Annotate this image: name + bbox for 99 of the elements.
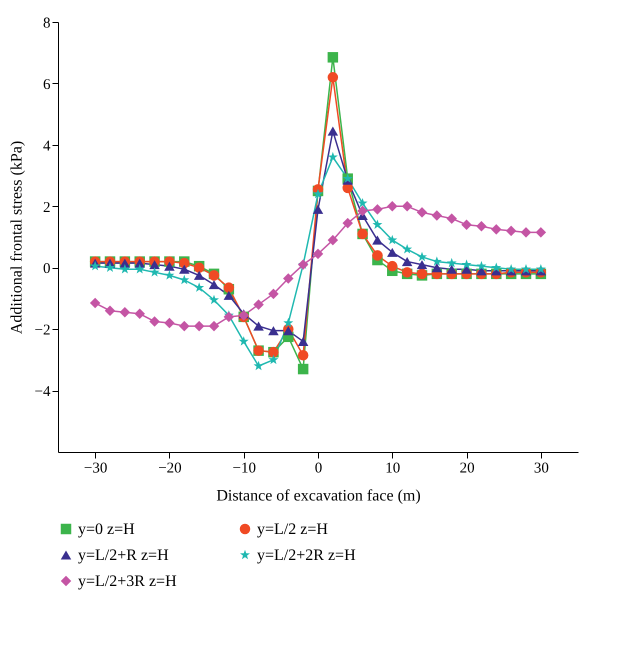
- point: [372, 204, 383, 215]
- point: [194, 270, 204, 280]
- point: [387, 201, 398, 212]
- point: [417, 252, 427, 262]
- y-tick-label: 2: [43, 200, 50, 216]
- point: [298, 336, 308, 346]
- x-tick-label: −10: [232, 460, 256, 476]
- point: [328, 72, 338, 83]
- point: [149, 316, 160, 327]
- y-tick-label: 4: [43, 138, 51, 154]
- point: [328, 152, 338, 162]
- x-tick-label: 10: [385, 460, 400, 476]
- point: [387, 248, 398, 257]
- x-tick-label: −30: [84, 460, 108, 476]
- point: [313, 188, 323, 198]
- point: [209, 294, 219, 304]
- x-axis-title: Distance of excavation face (m): [216, 488, 421, 504]
- point: [120, 307, 130, 318]
- point: [134, 308, 145, 320]
- point: [328, 126, 338, 136]
- point: [238, 336, 249, 346]
- legend-label: y=0 z=H: [78, 521, 136, 538]
- point: [268, 326, 279, 336]
- point: [164, 270, 174, 280]
- point: [342, 218, 353, 228]
- point: [104, 305, 116, 316]
- point: [402, 201, 412, 212]
- legend-label: y=L/2 z=H: [257, 521, 328, 538]
- point: [179, 320, 190, 332]
- point: [149, 260, 160, 270]
- point: [491, 224, 502, 235]
- point: [194, 282, 204, 292]
- point: [120, 264, 130, 274]
- point: [90, 298, 100, 308]
- point: [268, 354, 278, 364]
- point: [446, 213, 457, 224]
- point: [283, 318, 294, 328]
- point: [253, 299, 264, 310]
- point: [432, 210, 442, 221]
- point: [298, 364, 308, 374]
- legend-label: y=L/2+3R z=H: [78, 573, 178, 590]
- point: [446, 264, 457, 274]
- point: [476, 260, 486, 270]
- point: [402, 244, 412, 254]
- y-tick-label: 8: [43, 16, 50, 32]
- point: [283, 326, 294, 336]
- point: [179, 274, 190, 284]
- point: [491, 262, 502, 272]
- point: [328, 234, 338, 246]
- point: [357, 206, 368, 216]
- point: [372, 250, 383, 261]
- point: [372, 236, 383, 245]
- point: [372, 219, 382, 229]
- x-tick-label: −20: [158, 460, 182, 476]
- y-tick-label: −4: [34, 384, 51, 400]
- x-tick-label: 30: [534, 460, 549, 476]
- point: [164, 318, 175, 328]
- point: [432, 263, 442, 272]
- point: [90, 260, 100, 270]
- point: [194, 320, 204, 332]
- point: [506, 226, 516, 236]
- x-tick-label: 20: [460, 460, 475, 476]
- point: [105, 262, 115, 272]
- y-tick-label: −2: [34, 322, 50, 339]
- legend-label: y=L/2+2R z=H: [257, 547, 356, 564]
- point: [253, 322, 264, 331]
- point: [268, 288, 279, 300]
- point: [536, 227, 546, 238]
- point: [298, 350, 308, 360]
- point: [254, 360, 264, 370]
- point: [224, 312, 234, 322]
- point: [179, 264, 190, 274]
- point: [461, 219, 472, 230]
- point: [416, 260, 428, 270]
- point: [358, 198, 368, 208]
- point: [402, 257, 412, 266]
- point: [312, 248, 324, 260]
- point: [283, 273, 294, 284]
- point: [446, 258, 457, 268]
- point: [312, 204, 324, 214]
- x-tick-label: 0: [314, 460, 322, 476]
- point: [416, 207, 428, 218]
- point: [387, 260, 398, 272]
- point: [208, 280, 220, 290]
- point: [164, 262, 175, 271]
- y-tick-label: 0: [43, 261, 50, 278]
- point: [150, 267, 160, 277]
- y-axis-title: Additional frontal stress (kPa): [8, 140, 26, 334]
- y-tick-label: 6: [43, 76, 51, 93]
- point: [208, 320, 220, 332]
- point: [224, 290, 234, 300]
- point: [476, 221, 487, 232]
- point: [387, 234, 398, 244]
- point: [462, 259, 472, 269]
- point: [520, 227, 532, 238]
- legend-label: y=L/2+R z=H: [78, 547, 170, 564]
- point: [134, 264, 145, 274]
- point: [328, 52, 338, 63]
- point: [432, 256, 442, 266]
